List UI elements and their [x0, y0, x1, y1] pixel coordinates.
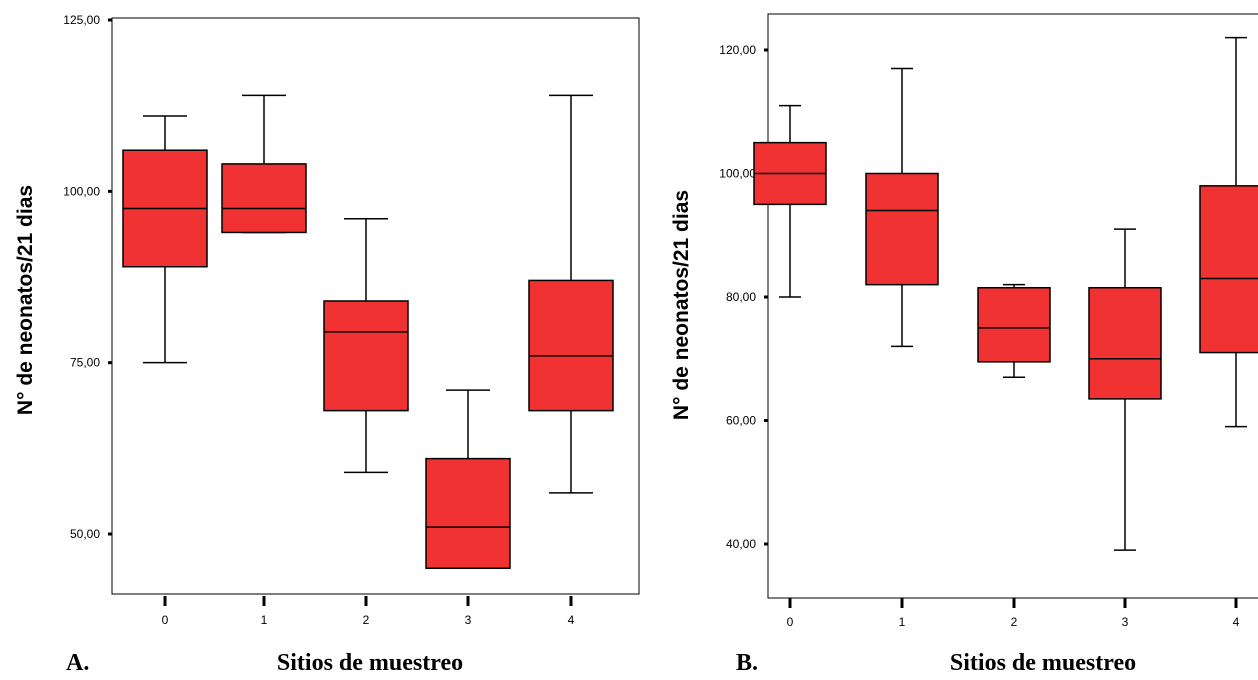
panel-b-y-tick-label: 100,00	[719, 167, 756, 181]
panel-a-x-tick-label: 4	[568, 613, 575, 627]
panel-a-y-tick-label: 75,00	[70, 356, 100, 370]
panel-b-x-tick-label: 2	[1011, 615, 1018, 629]
panel-a-box-3	[425, 389, 511, 570]
panel-a-iqr-box	[425, 457, 511, 570]
panel-a-chart: 50,00 75,00 100,00 125,00 0 1 2 3 4 N° de neonato…	[14, 13, 640, 676]
panel-a-x-tick-label: 0	[162, 613, 169, 627]
panel-b-x-axis-label: Sitios de muestreo	[950, 650, 1136, 676]
panel-b-x-tick-label: 4	[1233, 615, 1240, 629]
panel-b-box-3	[1088, 228, 1162, 551]
panel-b-y-tick-label: 120,00	[719, 43, 756, 57]
panel-a-y-tick-label: 100,00	[63, 184, 100, 198]
panel-a-iqr-box	[323, 300, 409, 412]
panel-b-iqr-box	[865, 172, 939, 286]
panel-a-x-tick-label: 3	[465, 613, 472, 627]
panel-a-y-tick-label: 50,00	[70, 527, 100, 541]
panel-b-panel-label: B.	[736, 650, 758, 676]
panel-a-box-1	[221, 94, 307, 234]
panel-a-x-tick-label: 2	[363, 613, 370, 627]
panel-b-y-axis-label: N° de neonatos/21 dias	[670, 190, 693, 420]
panel-b-x-tick-label: 0	[787, 615, 794, 629]
panel-b-x-tick-label: 3	[1122, 615, 1129, 629]
panel-b-y-tick-label: 60,00	[726, 414, 756, 428]
panel-a-box-0	[122, 115, 208, 364]
panel-b-box-1	[865, 67, 939, 348]
panel-a-iqr-box	[528, 279, 614, 412]
panel-b-x-tick-label: 1	[899, 615, 906, 629]
panel-b-iqr-box	[1199, 185, 1258, 354]
panel-b-box-4	[1199, 36, 1258, 428]
panel-b-y-tick-label: 40,00	[726, 537, 756, 551]
panel-a-panel-label: A.	[66, 650, 89, 676]
panel-b-iqr-box	[977, 286, 1051, 363]
panel-a-iqr-box	[221, 163, 307, 234]
panel-a-x-tick-label: 1	[261, 613, 268, 627]
panel-b-y-tick-label: 80,00	[726, 290, 756, 304]
panel-a-box-4	[528, 94, 614, 494]
panel-b-box-0	[753, 104, 827, 298]
panel-b-iqr-box	[1088, 286, 1162, 400]
panel-b-chart: 40,00 60,00 80,00 100,00 120,00 0 1 2 3 4 N° de ne…	[670, 13, 1258, 676]
panel-a-y-tick-label: 125,00	[63, 13, 100, 27]
panel-b-box-2	[977, 283, 1051, 379]
panel-a-x-axis-label: Sitios de muestreo	[277, 650, 463, 676]
panel-a-box-2	[323, 217, 409, 474]
panel-a-y-axis-label: N° de neonatos/21 dias	[14, 185, 37, 415]
